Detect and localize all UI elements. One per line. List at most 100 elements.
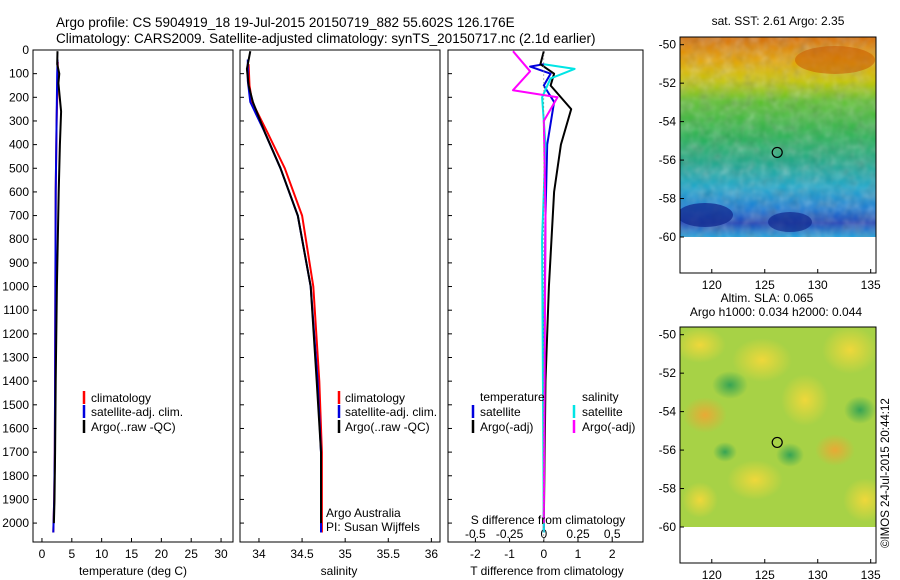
sla-high-blob xyxy=(727,460,783,500)
series-line-argo-raw-qc- xyxy=(52,51,63,524)
depth-tick-label: 100 xyxy=(9,67,29,81)
x-tick-label: 35.5 xyxy=(377,547,401,561)
legend-heading-temperature: temperature xyxy=(480,390,545,404)
series-line-argo-raw-qc- xyxy=(245,51,322,524)
profile-location-marker xyxy=(771,146,783,159)
depth-tick-label: 0 xyxy=(22,43,29,57)
temperature-plot-frame xyxy=(32,49,234,543)
series-line-salinity-satellite xyxy=(541,63,576,533)
x-tick-label: 34 xyxy=(252,547,266,561)
depth-tick-label: 1200 xyxy=(2,327,29,341)
sla-high-blob xyxy=(822,327,876,374)
x-tick-label: 30 xyxy=(214,547,228,561)
legend-label-sal-satellite: satellite xyxy=(582,405,623,419)
depth-tick-label: 1000 xyxy=(2,280,29,294)
x-tick-label: 10 xyxy=(95,547,109,561)
salinity-legend: climatology satellite-adj. clim. Argo(..… xyxy=(337,391,437,434)
map-lon-label: 120 xyxy=(702,278,722,292)
x-tick-label: 0 xyxy=(39,547,46,561)
map-lat-label: -56 xyxy=(659,443,677,457)
legend-label-argo: Argo(..raw -QC) xyxy=(345,420,430,434)
depth-axis: 0 100 200 300 400 500 600 700 800 900 1000 1100 1200… xyxy=(2,43,452,530)
difference-temperature-legend: temperature satellite Argo(-adj) xyxy=(471,390,545,434)
legend-label-temp-satellite: satellite xyxy=(480,405,521,419)
sla-map-title-line2: Argo h1000: 0.034 h2000: 0.044 xyxy=(690,305,862,319)
x-tick-label: 34.5 xyxy=(290,547,314,561)
map-lon-label: 130 xyxy=(808,278,828,292)
depth-tick-label: 800 xyxy=(9,232,29,246)
x-tick-label: 15 xyxy=(125,547,139,561)
depth-tick-label: 200 xyxy=(9,90,29,104)
map-lon-label: 125 xyxy=(755,278,775,292)
salinity-series xyxy=(245,51,323,533)
sst-map-title: sat. SST: 2.61 Argo: 2.35 xyxy=(712,14,845,28)
salinity-x-axis: 34 34.5 35 35.5 36 xyxy=(252,538,438,561)
sla-high-blob xyxy=(683,397,727,433)
temperature-axis-label: temperature (deg C) xyxy=(79,564,187,578)
difference-series xyxy=(512,50,576,533)
sla-map-frame xyxy=(679,326,877,564)
legend-label-climatology: climatology xyxy=(345,391,405,405)
map-lon-label: 130 xyxy=(808,568,828,580)
map-lat-label: -60 xyxy=(659,520,677,534)
map-lat-label: -58 xyxy=(659,192,677,206)
salinity-axis-label: salinity xyxy=(321,564,358,578)
sla-high-blob xyxy=(732,338,792,382)
sst-map-axes: 120 125 130 135 -50 -52 -54 -56 -58 -60 xyxy=(659,38,881,292)
map-lat-label: -50 xyxy=(659,38,677,52)
s-diff-tick-label: 0.25 xyxy=(566,527,590,541)
depth-tick-label: 400 xyxy=(9,138,29,152)
sla-high-blob xyxy=(843,478,876,522)
sst-map-frame xyxy=(679,36,877,274)
difference-plot-frame xyxy=(447,49,644,543)
map-lat-label: -52 xyxy=(659,366,677,380)
sla-map-title-line1: Altim. SLA: 0.065 xyxy=(721,291,814,305)
depth-tick-label: 1900 xyxy=(2,492,29,506)
sst-cold-patch xyxy=(768,212,812,232)
sla-low-blob xyxy=(776,443,804,467)
credit-pi: PI: Susan Wijffels xyxy=(326,520,420,534)
depth-tick-label: 1100 xyxy=(3,303,29,317)
depth-tick-label: 900 xyxy=(9,256,29,270)
map-lon-label: 120 xyxy=(702,568,722,580)
legend-label-temp-argo: Argo(-adj) xyxy=(480,420,533,434)
depth-tick-label: 1400 xyxy=(2,374,29,388)
s-diff-tick-label: 0.5 xyxy=(604,527,621,541)
x-tick-label: -1 xyxy=(504,547,515,561)
depth-tick-label: 1800 xyxy=(2,469,29,483)
map-lon-label: 135 xyxy=(861,278,881,292)
x-tick-label: 25 xyxy=(185,547,199,561)
sla-high-blob xyxy=(781,374,829,426)
s-difference-axis-label: S difference from climatology xyxy=(471,513,626,527)
depth-tick-label: 500 xyxy=(9,161,29,175)
credit-organisation: Argo Australia xyxy=(326,506,401,520)
map-lon-label: 135 xyxy=(861,568,881,580)
sla-map-axes: 120 125 130 135 -50 -52 -54 -56 -58 -60 xyxy=(659,328,881,580)
legend-label-argo: Argo(..raw -QC) xyxy=(91,420,176,434)
sst-warm-patch xyxy=(795,46,875,74)
depth-tick-label: 1300 xyxy=(2,351,29,365)
sla-low-blob xyxy=(844,396,876,424)
series-line-satellite-adj-clim- xyxy=(246,59,322,533)
legend-label-climatology: climatology xyxy=(91,391,151,405)
figure-title-line1: Argo profile: CS 5904919_18 19-Jul-2015 … xyxy=(56,15,515,30)
depth-tick-label: 1700 xyxy=(2,445,29,459)
map-lon-label: 125 xyxy=(755,568,775,580)
legend-heading-salinity: salinity xyxy=(582,390,619,404)
sla-high-blob xyxy=(680,327,726,363)
map-lat-label: -50 xyxy=(659,328,677,342)
difference-salinity-legend: salinity satellite Argo(-adj) xyxy=(572,390,635,434)
x-tick-label: 20 xyxy=(155,547,169,561)
sla-low-blob xyxy=(713,442,737,462)
depth-tick-label: 1600 xyxy=(2,421,29,435)
x-tick-label: 0 xyxy=(540,547,547,561)
x-tick-label: 2 xyxy=(609,547,616,561)
depth-tick-label: 1500 xyxy=(2,398,29,412)
sla-low-blob xyxy=(712,371,748,399)
map-lat-label: -52 xyxy=(659,76,677,90)
s-diff-tick-label: -0.25 xyxy=(496,527,524,541)
series-line-salinity-argo-adj- xyxy=(512,50,559,524)
sla-high-blob xyxy=(815,434,855,466)
sst-map xyxy=(679,36,877,274)
map-lat-label: -56 xyxy=(659,153,677,167)
